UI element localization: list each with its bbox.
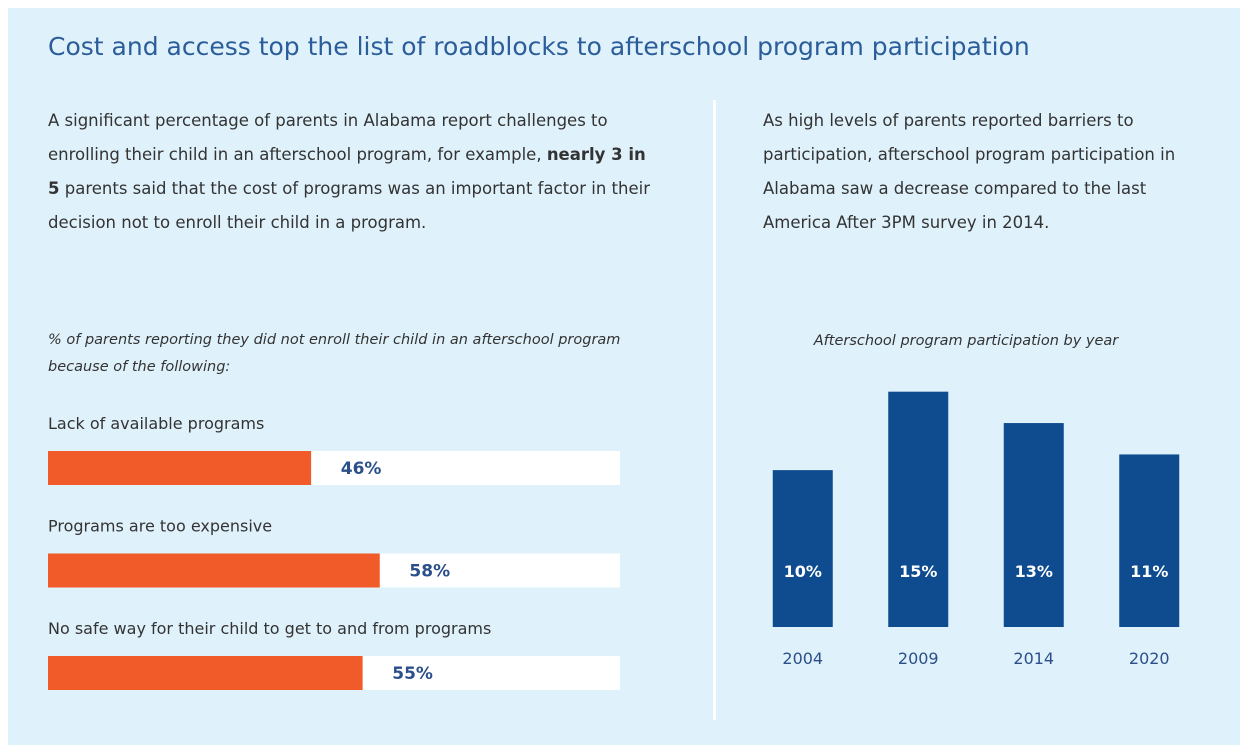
title: Cost and access top the list of roadbloc…	[48, 32, 1030, 61]
bar	[888, 391, 949, 627]
bar	[48, 553, 380, 588]
bar	[772, 470, 833, 627]
chart-title: Afterschool program participation by yea…	[813, 333, 1120, 349]
bar	[48, 451, 312, 485]
bar	[1003, 423, 1064, 627]
value-label: 10%	[784, 562, 822, 581]
category-label: Programs are too expensive	[48, 517, 272, 536]
category-label: Lack of available programs	[48, 414, 264, 433]
x-tick-label: 2009	[898, 649, 939, 668]
x-tick-label: 2014	[1013, 649, 1054, 668]
text: parents said that the cost of programs w…	[48, 179, 650, 232]
value-label: 46%	[341, 459, 382, 479]
value-label: 13%	[1015, 562, 1053, 581]
divider	[713, 100, 716, 720]
value-label: 15%	[899, 562, 937, 581]
value-label: 58%	[409, 562, 450, 582]
value-label: 55%	[392, 664, 433, 684]
category-label: No safe way for their child to get to an…	[48, 619, 491, 638]
bar	[48, 656, 363, 690]
chart-title: % of parents reporting they did not enro…	[48, 332, 621, 375]
x-tick-label: 2004	[782, 649, 823, 668]
right-text: As high levels of parents reported barri…	[763, 111, 1176, 232]
bar	[1119, 454, 1180, 627]
x-tick-label: 2020	[1129, 649, 1170, 668]
value-label: 11%	[1130, 562, 1168, 581]
bold-text: nearly 3 in 5	[48, 145, 646, 198]
left-text: A significant percentage of parents in A…	[48, 104, 663, 240]
text: A significant percentage of parents in A…	[48, 111, 608, 164]
